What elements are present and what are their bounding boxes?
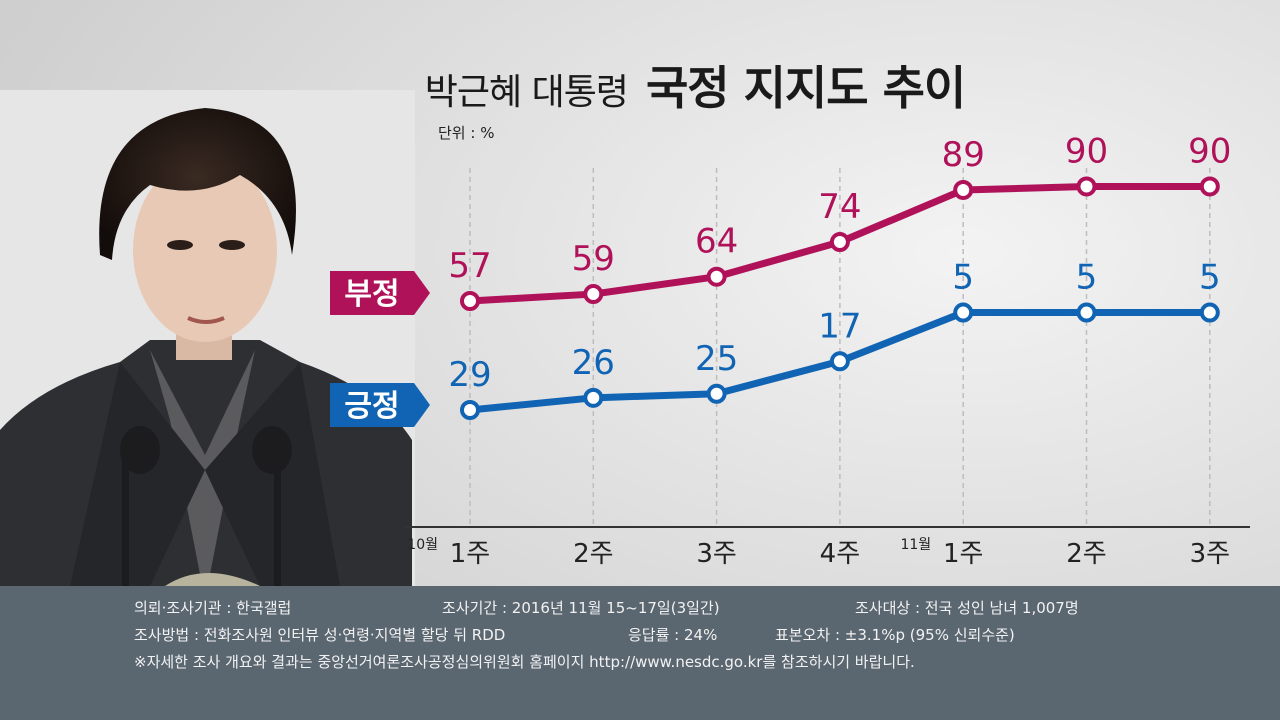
gridlines <box>469 168 1211 527</box>
data-point <box>1199 176 1220 197</box>
chart-title: 박근혜 대통령 국정 지지도 추이 <box>0 52 1280 118</box>
footer-note: ※자세한 조사 개요와 결과는 중앙선거여론조사공정심의위원회 홈페이지 htt… <box>134 653 915 671</box>
president-photo <box>0 90 415 600</box>
x-tick-label: 3주 <box>1190 539 1230 569</box>
data-point <box>829 351 850 372</box>
data-label: 59 <box>572 239 615 279</box>
footer-error: 표본오차 : ±3.1%p (95% 신뢰수준) <box>775 626 1015 644</box>
footer-target: 조사대상 : 전국 성인 남녀 1,007명 <box>855 599 1079 617</box>
data-point <box>460 291 480 311</box>
series-tag <box>330 383 430 427</box>
footer-agency: 의뢰·조사기관 : 한국갤럽 <box>134 599 292 617</box>
data-label: 57 <box>448 246 491 286</box>
data-point <box>829 232 850 253</box>
footer-period: 조사기간 : 2016년 11월 15~17일(3일간) <box>442 599 720 617</box>
data-label: 5 <box>1076 258 1098 298</box>
x-tick-labels: 1주 2주 3주 4주 1주 2주 3주 10월 11월 <box>407 537 1230 569</box>
series-layer: 57 59 64 74 89 90 90 29 26 25 17 5 5 5 <box>448 131 1231 420</box>
data-point <box>583 387 604 408</box>
data-label: 64 <box>695 222 738 262</box>
series-tag <box>330 271 430 315</box>
month-label: 10월 <box>407 537 438 553</box>
data-label: 26 <box>572 343 615 383</box>
title-prefix: 박근혜 대통령 <box>424 72 629 113</box>
survey-info-footer: 의뢰·조사기관 : 한국갤럽 조사기간 : 2016년 11월 15~17일(3… <box>0 586 1280 720</box>
data-label: 89 <box>942 135 985 175</box>
data-point <box>583 284 604 305</box>
x-tick-label: 2주 <box>1066 539 1106 569</box>
x-tick-label: 1주 <box>450 539 490 569</box>
data-label: 17 <box>818 306 861 346</box>
data-point <box>953 302 974 323</box>
x-tick-label: 3주 <box>696 539 736 569</box>
title-main: 국정 지지도 추이 <box>645 61 966 115</box>
series-tag-label: 긍정 <box>344 389 399 424</box>
data-label: 25 <box>695 339 738 379</box>
x-tick-label: 2주 <box>573 539 613 569</box>
month-label: 11월 <box>900 537 931 553</box>
x-tick-label: 1주 <box>943 539 983 569</box>
data-point <box>953 179 974 200</box>
footer-response: 응답률 : 24% <box>628 626 718 644</box>
series-tag-label: 부정 <box>344 277 399 312</box>
data-label: 90 <box>1188 131 1231 171</box>
data-point <box>1076 302 1097 323</box>
data-point <box>706 266 727 287</box>
unit-label: 단위 : % <box>438 124 495 142</box>
data-label: 74 <box>818 187 861 227</box>
data-label: 29 <box>448 355 491 395</box>
footer-method: 조사방법 : 전화조사원 인터뷰 성·연령·지역별 할당 뒤 RDD <box>134 626 506 644</box>
data-point <box>1199 302 1220 323</box>
data-label: 90 <box>1065 131 1108 171</box>
data-point <box>1076 176 1097 197</box>
data-point <box>460 400 480 420</box>
x-tick-label: 4주 <box>820 539 860 569</box>
data-label: 5 <box>952 258 974 298</box>
data-label: 5 <box>1199 258 1221 298</box>
data-point <box>706 383 727 404</box>
